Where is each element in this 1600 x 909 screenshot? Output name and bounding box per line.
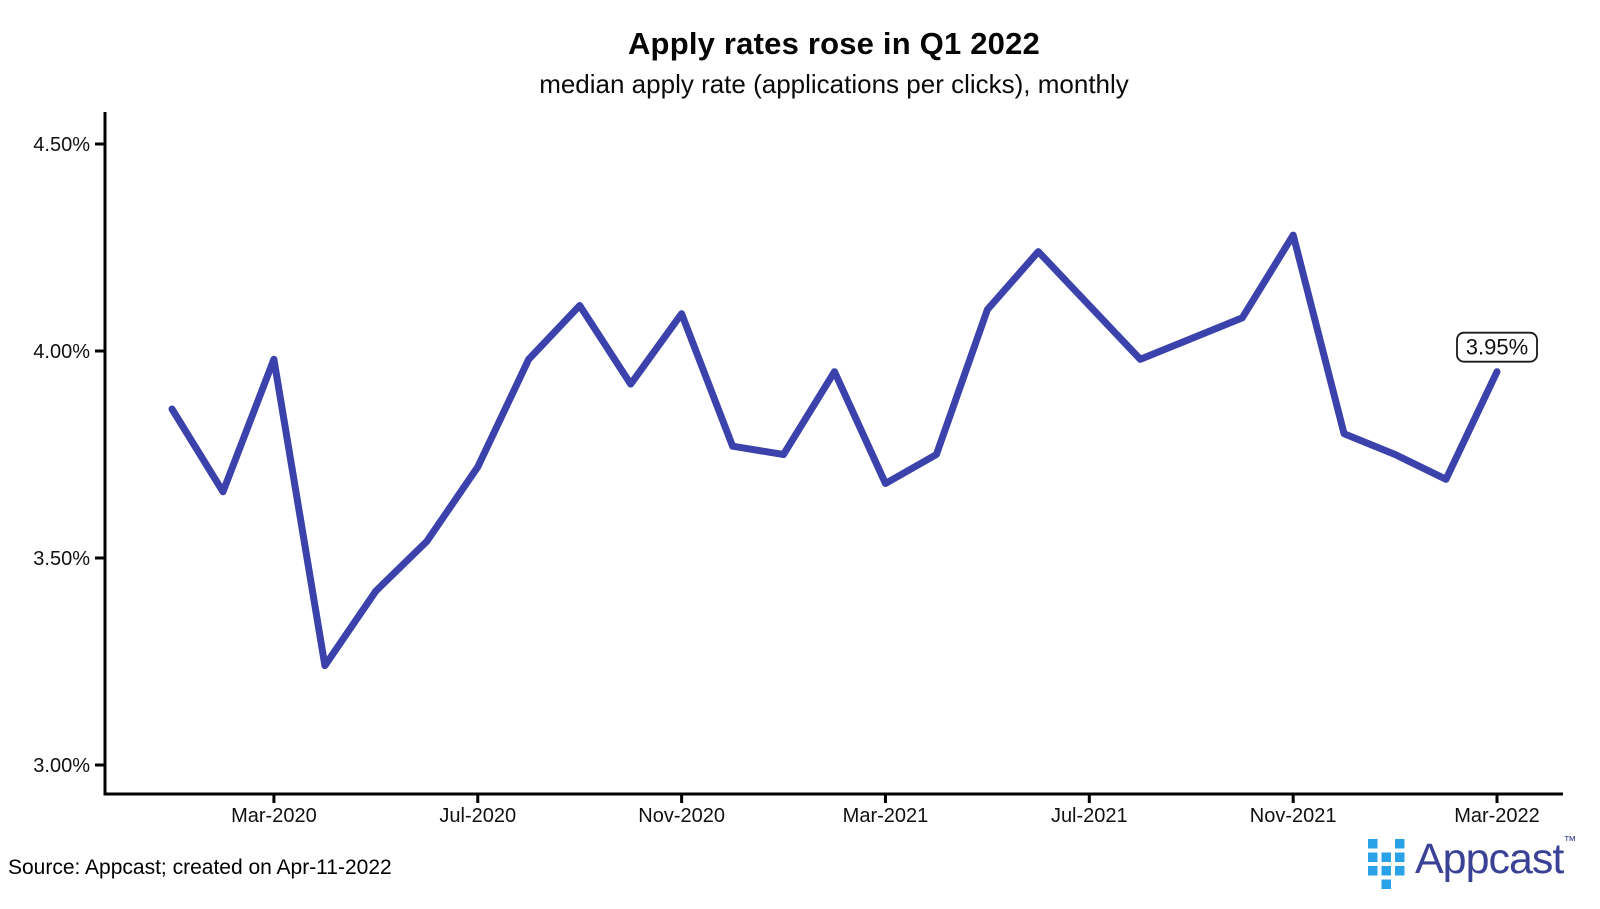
logo-square xyxy=(1381,879,1391,889)
logo-square xyxy=(1395,852,1405,862)
source-note: Source: Appcast; created on Apr-11-2022 xyxy=(8,856,392,879)
appcast-logo-mark xyxy=(1368,839,1405,889)
x-tick-label: Mar-2020 xyxy=(231,805,317,827)
trademark-symbol: ™ xyxy=(1563,833,1577,848)
x-tick-label: Nov-2021 xyxy=(1250,805,1337,827)
logo-square xyxy=(1368,866,1378,876)
y-tick-label: 3.50% xyxy=(33,548,90,570)
x-axis-ticks: Mar-2020 Jul-2020 Nov-2020 Mar-2021 Jul-2021… xyxy=(231,794,1540,827)
appcast-wordmark-wrap: Appcast™ xyxy=(1415,833,1577,883)
last-value-annotation: 3.95% xyxy=(1456,331,1538,363)
logo-square xyxy=(1368,852,1378,862)
x-tick-label: Jul-2021 xyxy=(1051,805,1128,827)
x-tick-label: Jul-2020 xyxy=(439,805,516,827)
appcast-wordmark: Appcast xyxy=(1415,835,1564,883)
logo-square xyxy=(1395,839,1405,849)
chart-subtitle: median apply rate (applications per clic… xyxy=(539,69,1129,99)
logo-square xyxy=(1368,839,1378,849)
apply-rate-line xyxy=(168,231,1501,670)
logo-square xyxy=(1381,866,1391,876)
y-tick-label: 4.50% xyxy=(33,134,90,156)
chart-title: Apply rates rose in Q1 2022 xyxy=(627,26,1041,61)
y-tick-label: 3.00% xyxy=(33,755,90,777)
appcast-logo: Appcast™ xyxy=(1368,833,1577,890)
x-tick-label: Nov-2020 xyxy=(638,805,725,827)
y-tick-label: 4.00% xyxy=(33,341,90,363)
annotation-box xyxy=(1456,331,1538,363)
logo-square xyxy=(1395,866,1405,876)
x-tick-label: Mar-2022 xyxy=(1454,805,1540,827)
logo-square xyxy=(1381,852,1391,862)
annotation-label: 3.95% xyxy=(1466,335,1528,360)
x-tick-label: Mar-2021 xyxy=(843,805,929,827)
y-axis-ticks: 4.50% 4.00% 3.50% 3.00% xyxy=(33,134,105,777)
title-block: Apply rates rose in Q1 2022 median apply… xyxy=(105,26,1563,100)
